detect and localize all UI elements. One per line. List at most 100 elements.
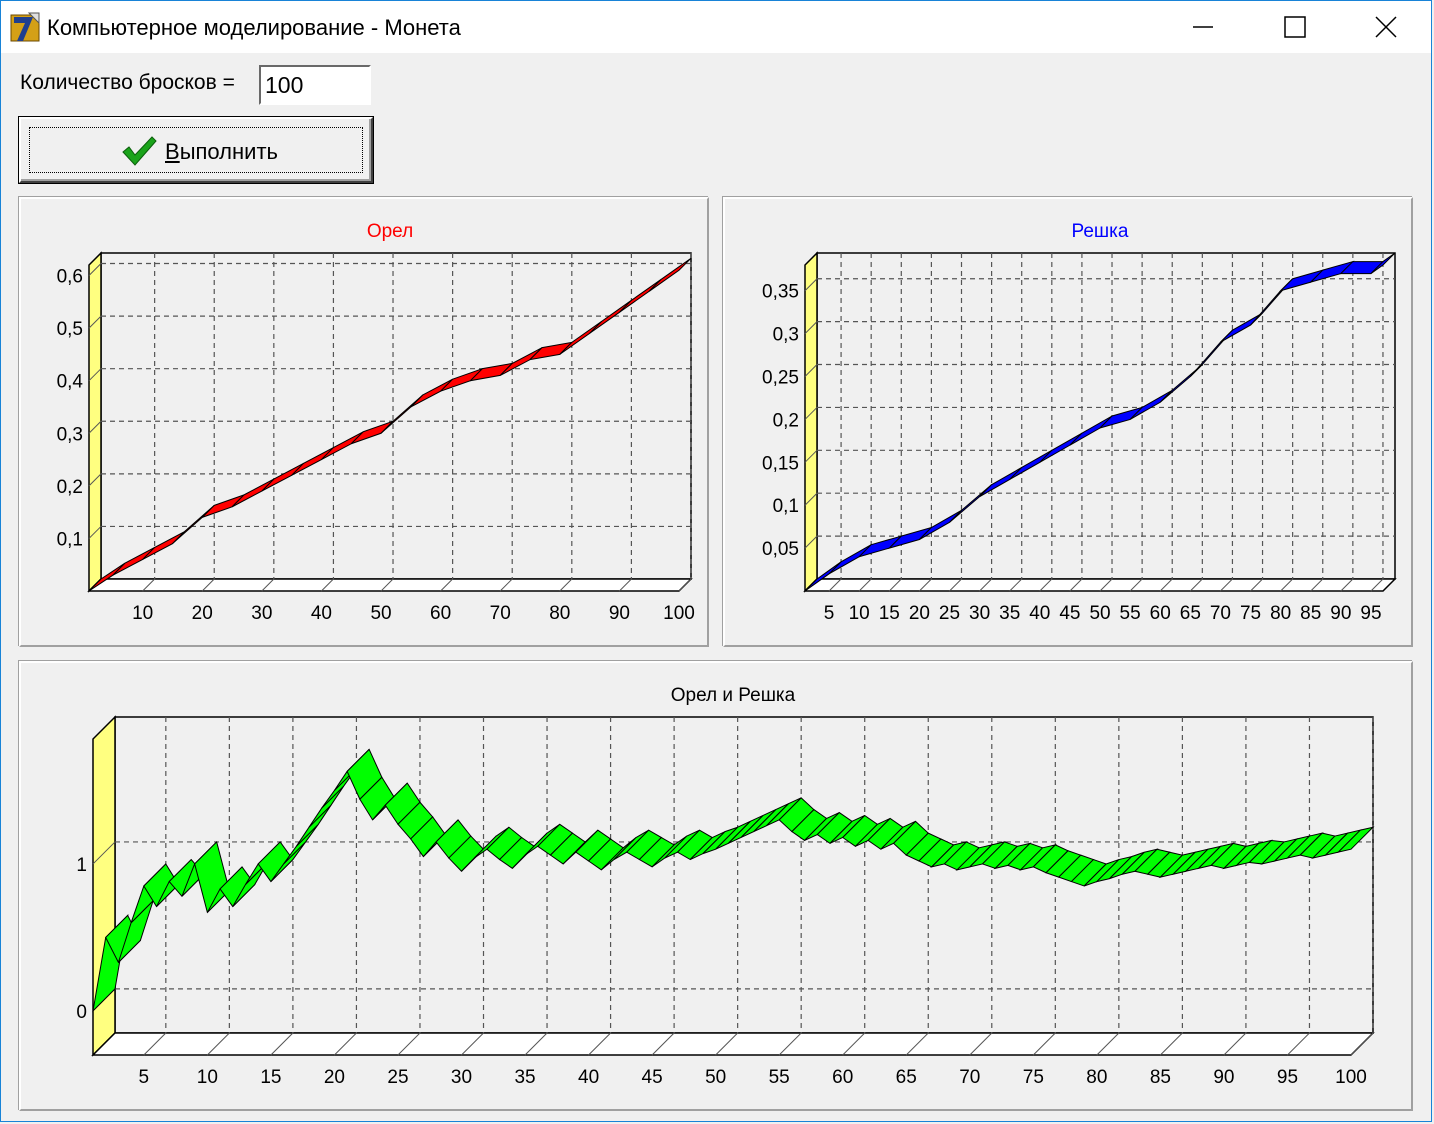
series-segment	[589, 299, 632, 334]
floor-tick	[1032, 1032, 1056, 1056]
x-tick-label: 65	[1180, 603, 1201, 624]
x-tick-label: 55	[1120, 603, 1141, 624]
floor-tick	[858, 578, 872, 592]
series-segment	[201, 494, 245, 518]
chart-panel-both: Орел и Решка 5 10 15 20 25 30 35 40 45 50 55 60 65 70 7…	[19, 661, 1413, 1111]
x-tick-label: 65	[896, 1067, 917, 1088]
run-button-label: Выполнить	[165, 139, 278, 165]
x-tick-label: 35	[514, 1067, 535, 1088]
y-tick-label: 0,05	[762, 539, 799, 560]
series-segment	[350, 420, 394, 445]
title-bar[interactable]: Компьютерное моделирование - Монета	[1, 1, 1431, 53]
floor-tick	[1069, 578, 1083, 592]
x-tick-label: 85	[1300, 603, 1321, 624]
series-segment	[308, 785, 345, 828]
delphi-app-icon	[10, 12, 40, 42]
series-segment	[499, 347, 543, 376]
floor-tick	[1009, 578, 1023, 592]
x-tick-label: 70	[1210, 603, 1231, 624]
floor-tick	[1280, 578, 1293, 592]
floor-tick	[919, 578, 932, 592]
y-tick-label: 0,5	[57, 319, 83, 340]
maximize-icon	[1284, 16, 1306, 38]
x-tick-label: 80	[549, 603, 570, 624]
chart-panel-orel: Орел 10 20 30 40 50 60 70 80 90 100 0,1 0,2 0,3 0,4 0,5…	[19, 197, 709, 647]
floor-tick	[1350, 1032, 1374, 1056]
floor-tick	[1220, 578, 1233, 592]
floor-tick	[1099, 578, 1113, 592]
series-segment	[291, 447, 334, 476]
floor-tick	[397, 1032, 421, 1056]
floor-tick	[261, 578, 275, 592]
x-tick-label: 50	[1089, 603, 1110, 624]
x-tick-label: 10	[197, 1067, 218, 1088]
window-title: Компьютерное моделирование - Монета	[47, 15, 461, 40]
x-tick-label: 95	[1360, 603, 1381, 624]
floor-tick	[979, 578, 992, 592]
floor-tick	[778, 1032, 802, 1056]
y-tick-label: 0,4	[57, 372, 84, 393]
x-tick-label: 100	[663, 603, 695, 624]
x-tick-label: 70	[490, 603, 511, 624]
floor-tick	[888, 578, 902, 592]
series-segment	[295, 804, 332, 847]
throws-input[interactable]	[259, 65, 371, 105]
series-segment	[231, 478, 275, 508]
chart-panel-reshka: Решка 5 10 15 20 25 30 35 40 45 50 55 60 65 70 75 80 85 90…	[723, 197, 1413, 647]
x-tick-label: 40	[1029, 603, 1050, 624]
maximize-button[interactable]	[1249, 1, 1341, 53]
x-tick-label: 10	[132, 603, 153, 624]
wall-tick	[804, 407, 818, 420]
y-tick-label: 0,1	[57, 529, 83, 550]
x-tick-label: 85	[1150, 1067, 1171, 1088]
chart-title: Орел и Решка	[671, 685, 796, 706]
y-tick-label: 1	[76, 855, 87, 876]
x-tick-label: 60	[430, 603, 451, 624]
x-tick-label: 10	[849, 603, 870, 624]
run-button[interactable]: Выполнить	[19, 117, 373, 183]
floor-tick	[1129, 578, 1143, 592]
chart-reshka: Решка 5 10 15 20 25 30 35 40 45 50 55 60 65 70 75 80 85 90…	[762, 221, 1397, 624]
floor-tick	[1250, 578, 1263, 592]
x-tick-label: 60	[832, 1067, 853, 1088]
minimize-button[interactable]	[1157, 1, 1249, 53]
series-segment	[1336, 826, 1375, 854]
floor-tick	[524, 1032, 548, 1056]
back-wall	[816, 252, 1396, 580]
floor	[91, 1032, 1375, 1056]
series-segment	[1009, 449, 1053, 480]
y-tick-label: 0,3	[773, 325, 799, 346]
floor-tick	[949, 578, 962, 592]
floor-tick	[842, 1032, 866, 1056]
floor-tick	[828, 578, 842, 592]
floor-tick	[380, 578, 394, 592]
x-tick-label: 40	[311, 603, 332, 624]
series-segment	[112, 547, 155, 576]
series-segment	[194, 840, 230, 914]
floor-tick	[559, 578, 573, 592]
close-icon	[1375, 16, 1397, 38]
wall-tick	[804, 321, 818, 334]
x-tick-label: 75	[1240, 603, 1261, 624]
close-button[interactable]	[1341, 1, 1433, 53]
wall-tick	[88, 315, 102, 329]
series-segment	[979, 467, 1023, 498]
floor-tick	[1159, 578, 1173, 592]
floor-tick	[201, 578, 215, 592]
x-tick-label: 40	[578, 1067, 599, 1088]
series-segment	[1069, 415, 1113, 446]
wall-tick	[804, 364, 818, 377]
left-wall	[88, 251, 102, 593]
series-segment	[261, 462, 304, 492]
x-tick-label: 55	[769, 1067, 790, 1088]
series-segment	[648, 257, 692, 292]
y-tick-label: 0,2	[773, 410, 799, 431]
x-tick-label: 80	[1270, 603, 1291, 624]
run-button-label-rest: ыполнить	[179, 139, 278, 164]
floor-tick	[321, 578, 334, 592]
x-tick-label: 15	[879, 603, 900, 624]
series-segment	[1220, 312, 1263, 343]
series-segment	[1370, 252, 1396, 274]
x-tick-label: 30	[969, 603, 990, 624]
